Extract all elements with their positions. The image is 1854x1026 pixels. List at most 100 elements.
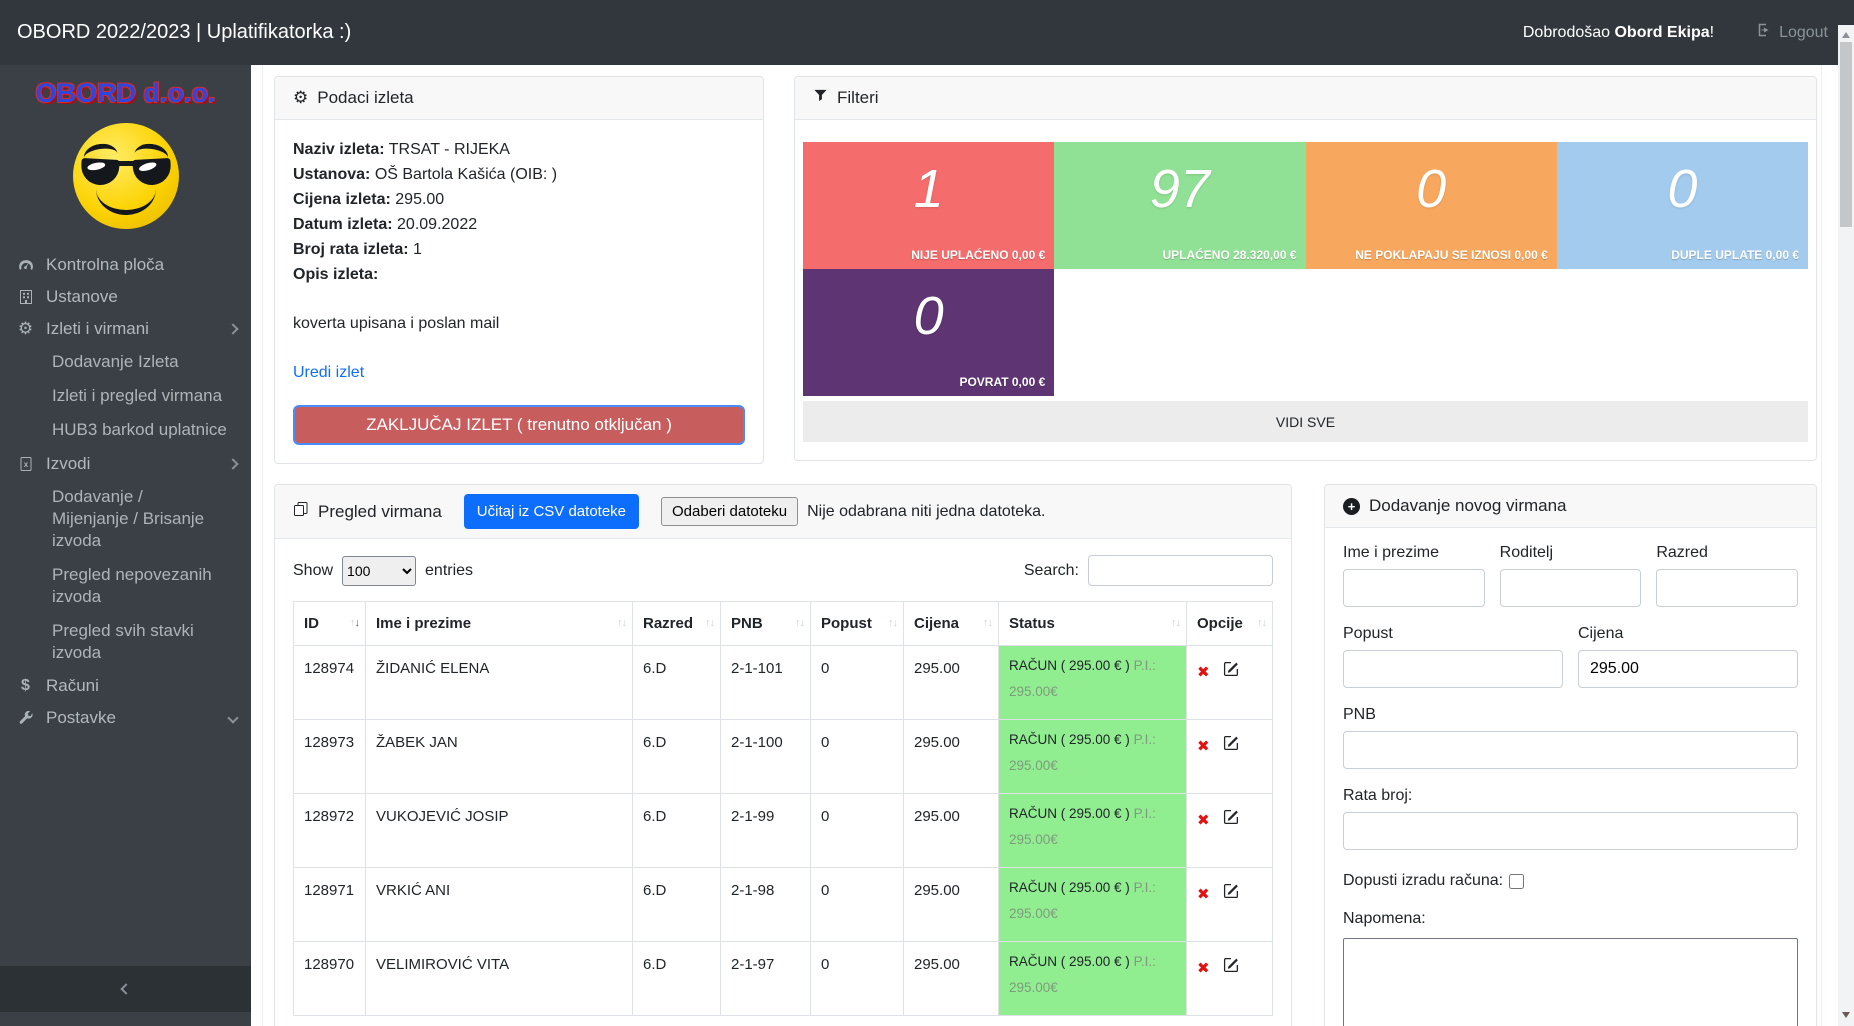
sidebar-item-label: Izleti i virmani xyxy=(46,319,149,339)
welcome-user: Obord Ekipa xyxy=(1614,23,1710,41)
note-field[interactable] xyxy=(1343,938,1798,1026)
stat-value: 1 xyxy=(913,159,944,219)
sort-icon[interactable]: ↑↓ xyxy=(617,617,627,629)
sidebar-item-label: Dodavanje Izleta xyxy=(52,352,179,372)
edit-icon[interactable] xyxy=(1223,956,1240,977)
column-header-cijena[interactable]: Cijena ↑↓ xyxy=(903,601,999,646)
sort-icon[interactable]: ↑↓ xyxy=(983,617,993,629)
page-scrollbar[interactable] xyxy=(1838,0,1854,1026)
stat-box-povrat[interactable]: 0 POVRAT 0,00 € xyxy=(803,269,1055,396)
delete-icon[interactable] xyxy=(1197,812,1210,829)
delete-icon[interactable] xyxy=(1197,738,1210,755)
logo-text: OBORD d.o.o. xyxy=(35,78,216,108)
search-input[interactable] xyxy=(1088,555,1273,586)
sidebar-collapse-button[interactable] xyxy=(0,966,251,1012)
add-transfer-header: Dodavanje novog virmana xyxy=(1325,485,1816,528)
gear-icon xyxy=(293,88,308,108)
stat-box-uplaceno[interactable]: 97 UPLAĆENO 28.320,00 € xyxy=(1054,142,1306,269)
column-header-popust[interactable]: Popust ↑↓ xyxy=(810,601,904,646)
show-label: Show xyxy=(293,561,334,579)
sort-icon[interactable]: ↑↓ xyxy=(1171,617,1181,629)
cell-discount: 0 xyxy=(810,867,904,942)
choose-file-button[interactable]: Odaberi datoteku xyxy=(661,497,799,526)
plus-circle-icon xyxy=(1343,497,1360,515)
panel-title: Filteri xyxy=(837,88,879,107)
sidebar-item-ustanove[interactable]: Ustanove xyxy=(0,281,251,313)
status-badge: RAČUN ( 295.00 € ) P.I.: 295.00€ xyxy=(998,867,1187,942)
discount-field-label: Popust xyxy=(1343,625,1393,642)
sidebar-item-racuni[interactable]: Računi xyxy=(0,670,251,702)
sidebar-item-dodavanje-mijenjanje-brisanje-izvoda[interactable]: Dodavanje / Mijenjanje / Brisanje izvoda xyxy=(0,480,236,558)
sidebar-item-kontrolna-ploca[interactable]: Kontrolna ploča xyxy=(0,249,251,281)
sort-icon[interactable]: ↑↓ xyxy=(1257,617,1267,629)
file-x-icon: x xyxy=(15,456,36,472)
sidebar-item-izleti-i-virmani[interactable]: Izleti i virmani xyxy=(0,313,251,345)
discount-field[interactable] xyxy=(1343,650,1563,688)
stat-box-duple-uplate[interactable]: 0 DUPLE UPLATE 0,00 € xyxy=(1556,142,1808,269)
sidebar-item-postavke[interactable]: Postavke xyxy=(0,702,251,734)
sidebar-item-izleti-i-pregled-virmana[interactable]: Izleti i pregled virmana xyxy=(0,379,251,413)
status-badge: RAČUN ( 295.00 € ) P.I.: 295.00€ xyxy=(998,719,1187,794)
delete-icon[interactable] xyxy=(1197,664,1210,681)
stat-box-ne-poklapaju-se-iznosi[interactable]: 0 NE POKLAPAJU SE IZNOSI 0,00 € xyxy=(1305,142,1557,269)
edit-icon[interactable] xyxy=(1223,660,1240,681)
field-label: Cijena izleta: xyxy=(293,191,391,208)
sidebar-item-label: Kontrolna ploča xyxy=(46,255,165,274)
price-field[interactable] xyxy=(1578,650,1798,688)
scroll-down-icon[interactable] xyxy=(1842,1012,1850,1018)
sort-icon[interactable]: ↑↓ xyxy=(888,617,898,629)
trip-field-opis: Opis izleta: xyxy=(293,262,745,287)
stat-value: 0 xyxy=(1416,159,1447,219)
table-row: 128971 VRKIĆ ANI 6.D 2-1-98 0 295.00 RAČ… xyxy=(293,867,1273,942)
table-row: 128973 ŽABEK JAN 6.D 2-1-100 0 295.00 RA… xyxy=(293,719,1273,794)
column-header-id[interactable]: ID ↑↓ xyxy=(293,601,366,646)
installment-field[interactable] xyxy=(1343,812,1798,850)
stat-box-nije-uplaceno[interactable]: 1 NIJE UPLAĆENO 0,00 € xyxy=(803,142,1055,269)
cell-discount: 0 xyxy=(810,793,904,868)
class-field[interactable] xyxy=(1656,569,1799,607)
column-header-pnb[interactable]: PNB ↑↓ xyxy=(720,601,811,646)
sidebar-item-pregled-svih-stavki-izvoda[interactable]: Pregled svih stavki izvoda xyxy=(0,614,251,670)
copy-icon xyxy=(293,501,309,522)
sidebar-item-dodavanje-izleta[interactable]: Dodavanje Izleta xyxy=(0,345,251,379)
logout-button[interactable]: Logout xyxy=(1756,22,1828,43)
sidebar-item-izvodi[interactable]: x Izvodi xyxy=(0,448,251,480)
sidebar-item-pregled-nepovezanih-izvoda[interactable]: Pregled nepovezanih izvoda xyxy=(0,558,251,614)
cell-name: VRKIĆ ANI xyxy=(365,867,633,942)
lock-trip-button[interactable]: ZAKLJUČAJ IZLET ( trenutno otključan ) xyxy=(293,405,745,445)
pnb-field[interactable] xyxy=(1343,731,1798,769)
column-header-opcije[interactable]: Opcije ↑↓ xyxy=(1186,601,1273,646)
filters-header: Filteri xyxy=(795,77,1816,120)
scrollbar-thumb[interactable] xyxy=(1840,42,1852,227)
cell-class: 6.D xyxy=(632,867,721,942)
cell-discount: 0 xyxy=(810,941,904,1016)
parent-field[interactable] xyxy=(1499,569,1642,607)
column-header-ime-i-prezime[interactable]: Ime i prezime ↑↓ xyxy=(365,601,633,646)
panel-title: Dodavanje novog virmana xyxy=(1369,496,1567,515)
stat-label: POVRAT 0,00 € xyxy=(959,375,1046,389)
column-header-razred[interactable]: Razred ↑↓ xyxy=(632,601,721,646)
edit-icon[interactable] xyxy=(1223,734,1240,755)
field-value: 1 xyxy=(413,241,422,258)
scroll-up-icon[interactable] xyxy=(1842,32,1850,38)
filter-stats: 1 NIJE UPLAĆENO 0,00 € 97 UPLAĆENO 28.32… xyxy=(803,142,1808,396)
edit-icon[interactable] xyxy=(1223,882,1240,903)
column-header-status[interactable]: Status ↑↓ xyxy=(998,601,1187,646)
field-label: Datum izleta: xyxy=(293,216,393,233)
delete-icon[interactable] xyxy=(1197,886,1210,903)
trip-field-cijena: Cijena izleta: 295.00 xyxy=(293,187,745,212)
delete-icon[interactable] xyxy=(1197,960,1210,977)
sort-icon[interactable]: ↑↓ xyxy=(705,617,715,629)
edit-icon[interactable] xyxy=(1223,808,1240,829)
name-field[interactable] xyxy=(1343,569,1485,607)
sidebar-item-hub3-barkod-uplatnice[interactable]: HUB3 barkod uplatnice xyxy=(0,413,251,447)
see-all-button[interactable]: VIDI SVE xyxy=(803,401,1808,442)
sort-icon[interactable]: ↑↓ xyxy=(795,617,805,629)
sort-icon[interactable]: ↑↓ xyxy=(350,617,360,629)
load-csv-button[interactable]: Učitaj iz CSV datoteke xyxy=(463,494,640,529)
cell-options xyxy=(1186,645,1273,720)
page-size-select[interactable]: 100 xyxy=(342,555,417,586)
edit-trip-link[interactable]: Uredi izlet xyxy=(293,364,365,381)
allow-invoice-checkbox[interactable] xyxy=(1509,873,1525,889)
cell-discount: 0 xyxy=(810,719,904,794)
